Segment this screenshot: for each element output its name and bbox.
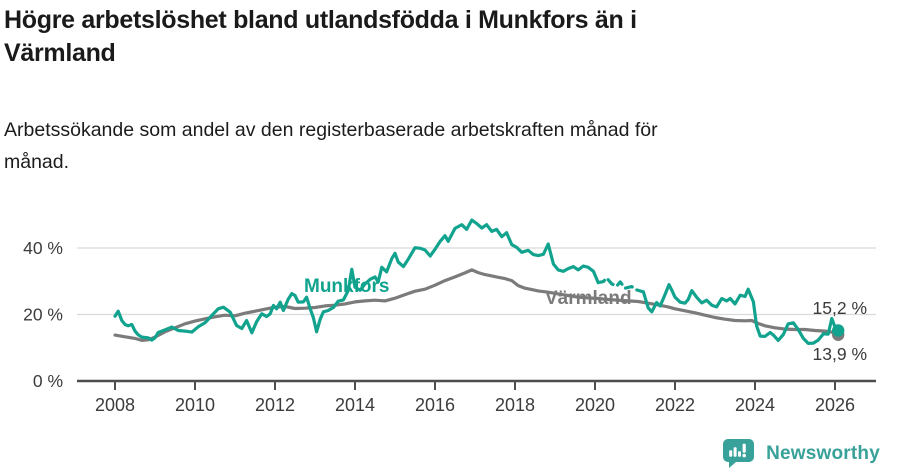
- munkfors-line: [113, 218, 600, 342]
- x-tick-label: 2024: [735, 395, 775, 415]
- newsworthy-wordmark: Newsworthy: [766, 442, 880, 464]
- x-tick-label: 2020: [575, 395, 615, 415]
- chart-subtitle: Arbetssökande som andel av den registerb…: [4, 114, 894, 178]
- x-tick-label: 2008: [95, 395, 135, 415]
- munkfors-end-dot: [832, 324, 845, 337]
- x-tick-label: 2010: [175, 395, 215, 415]
- title-line-1: Högre arbetslöshet bland utlandsfödda i …: [4, 6, 637, 34]
- x-tick-label: 2022: [655, 395, 695, 415]
- title-line-2: Värmland: [4, 39, 116, 67]
- x-tick-label: 2016: [415, 395, 455, 415]
- munkfors-line: [641, 283, 840, 345]
- x-tick-label: 2026: [815, 395, 855, 415]
- speech-bubble-bar-chart-icon: [723, 439, 755, 468]
- x-tick-label: 2012: [255, 395, 295, 415]
- subtitle-line-2: månad.: [4, 151, 70, 173]
- newsworthy-logo[interactable]: Newsworthy: [723, 439, 880, 468]
- page-title: Högre arbetslöshet bland utlandsfödda i …: [4, 4, 894, 70]
- vrmland-line: [113, 268, 840, 342]
- x-tick-label: 2014: [335, 395, 375, 415]
- subtitle-line-1: Arbetssökande som andel av den registerb…: [4, 119, 658, 141]
- munkfors-line-dashed: [596, 276, 646, 294]
- y-tick-label: 0 %: [33, 371, 63, 391]
- y-tick-label: 20 %: [23, 305, 63, 325]
- y-tick-label: 40 %: [23, 238, 63, 258]
- x-tick-label: 2018: [495, 395, 535, 415]
